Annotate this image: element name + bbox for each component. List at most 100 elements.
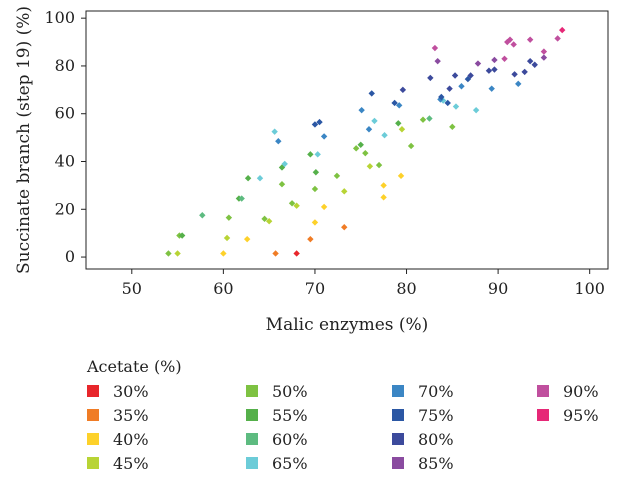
data-point xyxy=(407,142,415,150)
data-point xyxy=(311,121,319,128)
data-point xyxy=(357,141,364,148)
data-point xyxy=(243,235,251,243)
legend-item: 55% xyxy=(246,405,308,425)
data-point xyxy=(238,195,245,202)
legend-label: 80% xyxy=(418,429,454,449)
data-point xyxy=(396,102,403,109)
data-point xyxy=(371,117,378,125)
data-point xyxy=(366,163,374,170)
data-point xyxy=(256,175,264,182)
data-point xyxy=(380,194,387,201)
legend-label: 40% xyxy=(113,429,149,449)
legend-swatch xyxy=(392,457,404,469)
data-point xyxy=(540,54,548,61)
y-axis: 0 20 40 60 80 100 xyxy=(44,8,86,266)
legend-item: 85% xyxy=(392,453,454,473)
legend-label: 30% xyxy=(113,381,149,401)
data-point xyxy=(449,123,456,131)
legend-label: 35% xyxy=(113,405,149,425)
data-point xyxy=(307,151,314,158)
legend-item: 95% xyxy=(537,405,599,425)
data-point xyxy=(320,133,328,140)
data-point xyxy=(458,83,465,90)
data-point xyxy=(311,219,319,226)
data-point xyxy=(333,172,341,180)
data-point xyxy=(438,93,445,101)
legend-swatch xyxy=(87,385,99,397)
data-point xyxy=(491,56,498,64)
data-point xyxy=(307,235,314,243)
legend-swatch xyxy=(246,457,258,469)
data-point xyxy=(223,234,231,242)
data-point xyxy=(293,250,300,257)
data-point xyxy=(515,80,522,88)
data-point xyxy=(434,57,441,65)
data-point xyxy=(427,74,434,82)
data-point xyxy=(320,203,328,211)
y-tick-label: 40 xyxy=(55,152,75,171)
data-point xyxy=(368,90,375,97)
data-point xyxy=(272,250,279,257)
data-point xyxy=(174,250,181,257)
x-axis-label: Malic enzymes (%) xyxy=(266,315,429,335)
legend-label: 85% xyxy=(418,453,454,473)
data-point xyxy=(559,26,566,34)
data-point xyxy=(444,99,451,107)
data-point xyxy=(395,120,402,127)
y-tick-label: 80 xyxy=(55,56,75,75)
legend-item: 40% xyxy=(87,429,149,449)
y-axis-label: Succinate branch (step 19) (%) xyxy=(14,6,34,274)
data-point xyxy=(362,149,369,157)
legend-swatch xyxy=(392,409,404,421)
legend-swatch xyxy=(246,385,258,397)
legend-label: 65% xyxy=(272,453,308,473)
x-tick-label: 70 xyxy=(305,279,325,298)
data-point xyxy=(501,55,508,62)
data-point xyxy=(426,115,433,122)
data-point xyxy=(446,85,453,92)
legend-item: 30% xyxy=(87,381,149,401)
data-point xyxy=(439,97,447,104)
data-point xyxy=(540,48,548,55)
data-point xyxy=(474,60,482,67)
legend-item: 35% xyxy=(87,405,149,425)
y-tick-label: 20 xyxy=(55,199,75,218)
data-point xyxy=(472,106,480,114)
data-point xyxy=(271,128,278,135)
data-point xyxy=(358,106,365,114)
x-tick-label: 80 xyxy=(396,279,416,298)
legend-swatch xyxy=(87,433,99,445)
legend-label: 90% xyxy=(563,381,599,401)
plot-frame xyxy=(85,10,609,270)
legend-item: 80% xyxy=(392,429,454,449)
data-point xyxy=(275,137,282,145)
data-point xyxy=(316,118,323,126)
data-point xyxy=(510,41,517,48)
data-point xyxy=(452,103,460,110)
legend-item: 60% xyxy=(246,429,308,449)
data-point xyxy=(526,57,534,65)
data-point xyxy=(467,72,474,79)
x-axis: 50 60 70 80 90 100 xyxy=(122,269,605,298)
legend-item: 75% xyxy=(392,405,454,425)
data-point xyxy=(312,169,320,176)
data-point xyxy=(365,126,373,133)
data-point xyxy=(311,185,319,193)
legend-item: 90% xyxy=(537,381,599,401)
legend-swatch xyxy=(87,409,99,421)
data-point xyxy=(381,132,388,139)
data-point xyxy=(281,160,288,168)
legend-label: 50% xyxy=(272,381,308,401)
data-point xyxy=(398,126,406,133)
legend-swatch xyxy=(392,385,404,397)
y-tick-label: 60 xyxy=(55,104,75,123)
scatter-plot: 50 60 70 80 90 100 0 20 40 60 80 100 Malic enzymes… xyxy=(14,6,609,335)
data-point xyxy=(485,67,493,74)
legend-swatch xyxy=(537,385,549,397)
data-point xyxy=(521,68,528,76)
data-point xyxy=(531,61,538,68)
y-tick-label: 100 xyxy=(44,8,75,27)
x-tick-label: 100 xyxy=(574,279,605,298)
legend-swatch xyxy=(392,433,404,445)
legend-label: 95% xyxy=(563,405,599,425)
